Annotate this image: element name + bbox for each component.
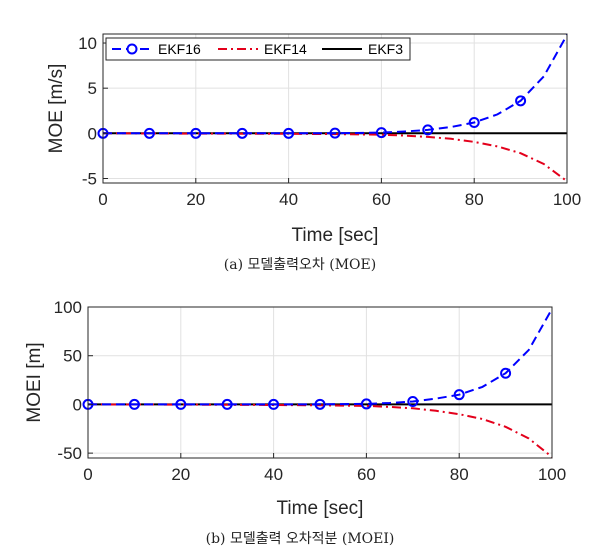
figure-caption: (a) 모델출력오차 (MOE) — [224, 257, 376, 273]
series-marker-ekf16 — [283, 127, 295, 139]
axes-box — [87, 306, 553, 459]
x-tick-label: 0 — [98, 190, 107, 209]
series-marker-ekf16 — [422, 124, 434, 136]
series-marker-ekf16 — [329, 127, 341, 139]
series-marker-ekf16 — [314, 398, 326, 410]
x-tick-label: 0 — [83, 465, 92, 484]
series-marker-ekf16 — [515, 95, 527, 107]
axes-box — [102, 33, 568, 184]
series-marker-ekf16 — [375, 127, 387, 139]
x-tick-label: 100 — [553, 190, 581, 209]
series-marker-ekf16 — [500, 367, 512, 379]
x-tick-label: 80 — [465, 190, 484, 209]
series-line-ekf14 — [103, 132, 567, 183]
x-axis-label: Time [sec] — [277, 498, 364, 519]
series-marker-ekf16 — [221, 398, 233, 410]
series-marker-ekf16 — [468, 116, 480, 128]
x-tick-label: 20 — [186, 190, 205, 209]
y-axis-label: MOEI [m] — [24, 342, 45, 422]
legend: EKF16 EKF14 EKF3 — [105, 37, 411, 61]
figure-caption: (b) 모델출력 오차적분 (MOEI) — [206, 531, 395, 547]
legend-label-ekf14: EKF14 — [264, 41, 307, 57]
y-tick-label: 100 — [54, 298, 82, 317]
series-marker-ekf16 — [190, 127, 202, 139]
series-marker-ekf16 — [236, 127, 248, 139]
x-tick-label: 60 — [372, 190, 391, 209]
series-marker-ekf16 — [128, 398, 140, 410]
x-tick-label: 80 — [450, 465, 469, 484]
legend-marker-ekf16 — [126, 43, 138, 55]
x-tick-label: 60 — [357, 465, 376, 484]
x-tick-label: 20 — [171, 465, 190, 484]
y-tick-label: 5 — [88, 79, 97, 98]
y-tick-label: 0 — [88, 124, 97, 143]
series-marker-ekf16 — [143, 127, 155, 139]
legend-label-ekf16: EKF16 — [158, 41, 201, 57]
legend-label-ekf3: EKF3 — [368, 41, 403, 57]
series-line-ekf16 — [88, 308, 552, 406]
series-marker-ekf16 — [268, 398, 280, 410]
y-tick-label: -5 — [82, 169, 97, 188]
series-marker-ekf16 — [453, 389, 465, 401]
y-tick-label: 50 — [63, 347, 82, 366]
series-line-ekf16 — [103, 34, 567, 135]
y-tick-label: -50 — [57, 444, 82, 463]
x-axis-label: Time [sec] — [292, 225, 379, 246]
series-marker-ekf16 — [175, 398, 187, 410]
plot-area — [88, 307, 552, 458]
x-tick-label: 40 — [279, 190, 298, 209]
series-marker-ekf16 — [407, 395, 419, 407]
series-marker-ekf16 — [360, 398, 372, 410]
x-tick-label: 100 — [538, 465, 566, 484]
x-tick-label: 40 — [264, 465, 283, 484]
y-tick-label: 10 — [78, 34, 97, 53]
y-axis-label: MOE [m/s] — [46, 64, 67, 154]
y-tick-label: 0 — [73, 395, 82, 414]
series-line-ekf14 — [88, 403, 552, 458]
